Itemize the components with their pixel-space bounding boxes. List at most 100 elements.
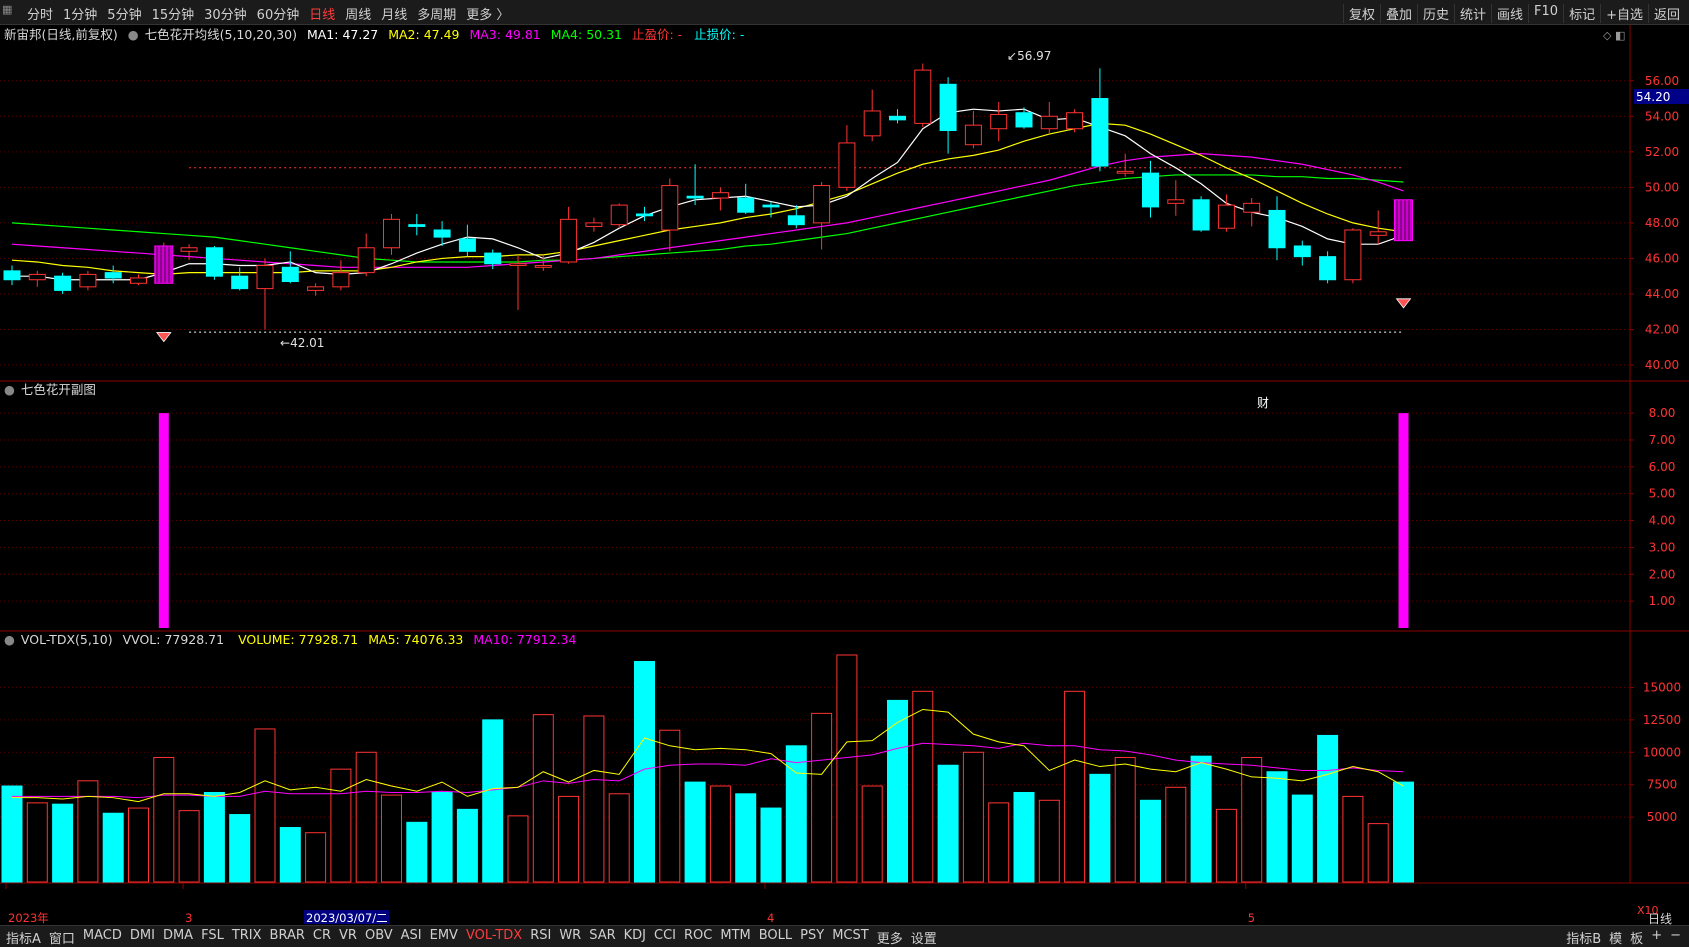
indicator-tab-16[interactable]: SAR [589, 928, 616, 943]
vol-tick-label: 15000 [1643, 680, 1681, 694]
right-tool-4[interactable]: − [1670, 928, 1681, 943]
indicator-tabs: 指标A 窗口 MACD DMI DMA FSL TRIX BRAR CR VR OBV ASI EMV V… [2, 928, 941, 947]
indicator-tab-7[interactable]: BRAR [269, 928, 305, 943]
candle-up [256, 265, 274, 290]
candle-down [1319, 256, 1337, 281]
signal-panel: 1.00 2.00 3.00 4.00 5.00 6.00 7.00 8.00 [0, 406, 1675, 628]
period-tab-1[interactable]: 1分钟 [63, 8, 98, 23]
sub-toggle-icon[interactable]: ● [4, 382, 15, 397]
indicator-tab-19[interactable]: ROC [684, 928, 713, 943]
price-tick-label: 40.00 [1645, 358, 1679, 372]
indicator-tab-24[interactable]: 更多 [876, 932, 903, 947]
period-tab-6[interactable]: 日线 [309, 8, 336, 23]
indicator-tab-22[interactable]: PSY [800, 928, 825, 943]
tool-button-2[interactable]: 历史 [1416, 4, 1454, 23]
indicator-tab-10[interactable]: OBV [364, 928, 393, 943]
tool-button-5[interactable]: F10 [1528, 4, 1563, 23]
candle-up [560, 218, 578, 263]
period-tab-3[interactable]: 15分钟 [151, 8, 195, 23]
candle-up [1066, 112, 1084, 130]
period-tab-9[interactable]: 多周期 [417, 8, 457, 23]
volume-bar-down [279, 827, 301, 883]
period-tab-0[interactable]: 分时 [27, 8, 54, 23]
indicator-tab-8[interactable]: CR [312, 928, 332, 943]
volume-bar-down [1140, 799, 1161, 883]
tool-button-7[interactable]: +自选 [1600, 4, 1648, 23]
period-tab-7[interactable]: 周线 [345, 8, 372, 23]
indicator-toggle-icon[interactable]: ● [128, 27, 139, 42]
right-tool-2[interactable]: 板 [1630, 932, 1644, 947]
indicator-tab-17[interactable]: KDJ [623, 928, 647, 943]
menu-grip-icon[interactable]: ▦ [2, 3, 13, 16]
volume-bar-up [1367, 823, 1389, 883]
tool-button-4[interactable]: 画线 [1491, 4, 1528, 23]
candle-up [711, 192, 729, 199]
sub-tick-label: 6.00 [1649, 460, 1676, 474]
period-label: 日线 [1648, 912, 1672, 925]
candle-down [458, 238, 476, 252]
volume-bar-up [1342, 795, 1364, 883]
candle-down [104, 272, 122, 279]
indicator-tab-20[interactable]: MTM [720, 928, 751, 943]
expand-icon[interactable]: ◇ ◧ [1603, 29, 1625, 42]
indicator-tab-3[interactable]: DMI [129, 928, 155, 943]
candle-up [1217, 204, 1235, 229]
volume-bar-up [254, 728, 276, 883]
price-tick-label: 44.00 [1645, 287, 1679, 301]
tool-button-1[interactable]: 叠加 [1379, 4, 1417, 23]
indicator-tab-25[interactable]: 设置 [910, 932, 937, 947]
volume-bar-up [507, 815, 529, 883]
finance-marker[interactable]: 财 [1257, 396, 1269, 410]
indicator-tab-5[interactable]: FSL [201, 928, 224, 943]
period-tab-5[interactable]: 60分钟 [256, 8, 300, 23]
volume-bar-up [128, 807, 149, 883]
right-tool-1[interactable]: 模 [1609, 932, 1623, 947]
tool-button-0[interactable]: 复权 [1342, 4, 1380, 23]
candle-up [509, 263, 527, 267]
indicator-tab-11[interactable]: ASI [400, 928, 422, 943]
period-tab-8[interactable]: 月线 [381, 8, 408, 23]
candle-up [1369, 231, 1387, 236]
current-price-label: 54.20 [1636, 90, 1670, 104]
indicator-tab-15[interactable]: WR [559, 928, 582, 943]
vol-ma10-value: MA10: 77912.34 [473, 632, 576, 647]
right-tools: 复权 叠加 历史 统计 画线 F10 标记 +自选 返回 [1342, 4, 1685, 23]
period-tab-10[interactable]: 更多 〉 [466, 8, 510, 23]
vol_ma5-line [12, 708, 1404, 803]
right-tool-0[interactable]: 指标B [1566, 932, 1602, 947]
stock-title: 新宙邦(日线,前复权) [4, 27, 118, 42]
period-tab-4[interactable]: 30分钟 [204, 8, 247, 23]
volume-bar-up [912, 690, 934, 883]
indicator-tab-18[interactable]: CCI [654, 928, 677, 943]
volume-bar-up [583, 715, 605, 883]
candle-up [383, 218, 400, 249]
period-tab-2[interactable]: 5分钟 [107, 8, 142, 23]
tool-button-6[interactable]: 标记 [1563, 4, 1600, 23]
indicator-tab-12[interactable]: EMV [429, 928, 458, 943]
volume-bar-up [988, 802, 1010, 883]
indicator-tab-9[interactable]: VR [339, 928, 357, 943]
right-tool-3[interactable]: + [1651, 928, 1663, 943]
stop-loss-value: 止损价: - [694, 27, 744, 42]
vol-toggle-icon[interactable]: ● [4, 632, 15, 647]
high-price-label: ↙56.97 [1007, 49, 1051, 63]
indicator-tab-14[interactable]: RSI [530, 928, 552, 943]
indicator-tab-6[interactable]: TRIX [231, 928, 262, 943]
candle-up [813, 185, 831, 224]
indicator-tab-0[interactable]: 指标A [6, 932, 41, 947]
indicator-tab-4[interactable]: DMA [162, 928, 194, 943]
indicator-tab-13[interactable]: VOL-TDX [465, 928, 523, 943]
indicator-tab-2[interactable]: MACD [82, 928, 122, 943]
current-price-box [1634, 89, 1689, 104]
bottom-right-tools: 指标B 模板 + − [1562, 928, 1685, 947]
vvol-value: VVOL: 77928.71 [123, 632, 225, 647]
indicator-tab-1[interactable]: 窗口 [48, 932, 75, 947]
tool-button-8[interactable]: 返回 [1647, 4, 1685, 23]
sub-tick-label: 2.00 [1649, 567, 1676, 581]
indicator-tab-21[interactable]: BOLL [758, 928, 793, 943]
stock-chart[interactable]: 40.0042.0044.0046.0048.0050.0052.0054.00… [0, 25, 1689, 925]
tool-button-3[interactable]: 统计 [1454, 4, 1491, 23]
indicator-tab-23[interactable]: MCST [832, 928, 869, 943]
price-tick-label: 52.00 [1645, 145, 1679, 159]
period-toolbar: ▦ 分时 1分钟 5分钟 15分钟 30分钟 60分钟 日线 周线 月线 多周期 更多 〉 复权 叠加… [0, 0, 1689, 25]
